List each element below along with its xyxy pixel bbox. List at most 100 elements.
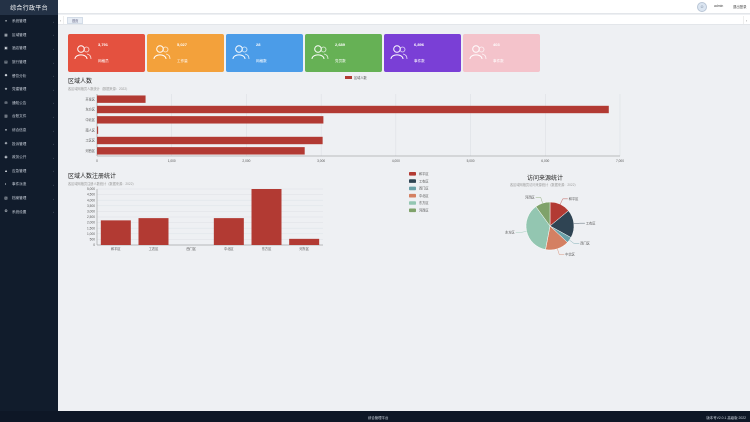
pie-leader-line <box>557 248 565 255</box>
section-title-access-source: 访问来源统计 <box>527 176 564 182</box>
y-category-label: 中北区 <box>85 117 95 122</box>
pie-slice-5 <box>535 201 551 227</box>
emergency-icon: ▲ <box>4 168 8 173</box>
chevron-right-icon: › <box>53 128 54 133</box>
chevron-right-icon: › <box>53 142 54 147</box>
sidebar-item-8[interactable]: ● 综合信息 › <box>0 124 58 138</box>
user-avatar-icon[interactable]: ☺ <box>697 1 707 12</box>
bar-3 <box>213 218 244 245</box>
y-tick-label: 3,500 <box>87 204 95 208</box>
user-group-icon <box>390 45 408 60</box>
stat-card[interactable]: 3,791 网格员 <box>68 34 145 72</box>
y-tick-label: 0 <box>93 243 95 247</box>
tab-prev-icon[interactable]: ‹ <box>58 16 64 24</box>
y-category-label: 工区区 <box>85 139 95 143</box>
sidebar-item-14[interactable]: ⚙ 系统设置 › <box>0 205 58 219</box>
sidebar-item-label: 旅行管理 <box>12 60 27 65</box>
chevron-right-icon: › <box>53 101 54 106</box>
sidebar-item-10[interactable]: ◉ 政务公开 › <box>0 151 58 165</box>
travel-icon: ▤ <box>4 59 8 64</box>
settings-icon: ≡ <box>4 19 8 24</box>
pie-slice-label: 和平区 <box>569 196 579 201</box>
pie-leader-line <box>515 231 527 233</box>
sidebar-item-0[interactable]: ≡ 系统管理 › <box>0 15 58 29</box>
stat-value: 403 <box>493 42 500 47</box>
sidebar-item-11[interactable]: ▲ 应急管理 › <box>0 165 58 179</box>
system-icon: ⚙ <box>4 209 8 214</box>
sidebar-item-label: 政务公开 <box>12 155 27 160</box>
pie-leader-line <box>560 198 568 205</box>
stat-card[interactable]: 28 网格数 <box>226 34 303 72</box>
bar-1 <box>97 105 609 114</box>
stat-card[interactable]: 6,896 事件数 <box>384 34 461 72</box>
stat-label: 党员数 <box>335 59 346 63</box>
sidebar-item-3[interactable]: ▤ 旅行管理 › <box>0 56 58 70</box>
legend-label: 东方区 <box>419 200 429 205</box>
app-logo-title: 综合行政平台 <box>0 0 58 15</box>
pie-slice-4 <box>525 206 551 250</box>
chevron-right-icon: › <box>53 155 54 160</box>
legend-swatch <box>409 193 416 198</box>
x-tick-label: 6,000 <box>541 159 549 163</box>
sidebar-item-label: 投诉管理 <box>12 141 27 146</box>
stat-value: 28 <box>256 42 261 47</box>
stat-label: 工作量 <box>177 59 188 63</box>
chevron-right-icon: › <box>53 33 54 38</box>
footer: 综合管理平台 版本号V2.0.1 高级版 2022 <box>0 411 750 422</box>
x-tick-label: 3,000 <box>317 159 325 163</box>
y-tick-label: 5,000 <box>87 187 95 191</box>
legend-swatch <box>409 201 416 205</box>
sidebar-item-12[interactable]: ◐ 事件派遣 › <box>0 178 58 192</box>
chevron-right-icon: › <box>53 169 54 174</box>
admin-name[interactable]: admin <box>714 4 724 8</box>
legend-label: 和平区 <box>419 171 429 176</box>
sidebar-item-7[interactable]: ▥ 台账文件 › <box>0 110 58 124</box>
legend-label: 中北区 <box>419 193 429 198</box>
sidebar-item-2[interactable]: ▣ 酒店管理 › <box>0 42 58 56</box>
stat-label: 事件数 <box>493 59 504 63</box>
user-group-icon <box>74 45 92 60</box>
sidebar-item-9[interactable]: ◈ 投诉管理 › <box>0 137 58 151</box>
gov-icon: ◉ <box>4 154 8 159</box>
tab-home[interactable]: 首页 <box>67 16 84 24</box>
sidebar-item-label: 档案管理 <box>12 196 27 201</box>
tab-next-icon[interactable]: › <box>743 16 749 24</box>
sidebar-item-5[interactable]: ★ 党建管理 › <box>0 83 58 97</box>
bar-2 <box>97 116 324 124</box>
chevron-right-icon: › <box>53 87 54 92</box>
bar-4 <box>251 189 282 245</box>
sidebar-item-6[interactable]: ✉ 通知公告 › <box>0 97 58 111</box>
sidebar-item-4[interactable]: ◆ 餐饮分析 › <box>0 69 58 83</box>
pie-slice-label: 东方区 <box>505 230 515 235</box>
legend-swatch <box>345 76 352 79</box>
pie-leader-line <box>573 222 585 224</box>
pie-leader-line <box>535 197 543 204</box>
info-icon: ● <box>4 127 8 132</box>
pie-slice-label: 工农区 <box>586 220 596 225</box>
stat-value: 5,027 <box>177 42 188 47</box>
bar-5 <box>289 238 320 245</box>
y-tick-label: 1,000 <box>87 232 95 236</box>
sidebar-item-1[interactable]: ▦ 区域管理 › <box>0 29 58 43</box>
y-category-label: 开发区 <box>85 96 95 101</box>
sidebar-item-label: 台账文件 <box>12 114 27 119</box>
stat-card[interactable]: 2,689 党员数 <box>305 34 382 72</box>
sidebar-item-label: 通知公告 <box>12 100 27 105</box>
archive-icon: ▧ <box>4 195 8 200</box>
hotel-icon: ▣ <box>4 46 8 51</box>
section-subtitle-region-count: 各区域网格员人数统计（数据来源：2022） <box>68 87 130 91</box>
y-category-label: 东方区 <box>85 107 95 112</box>
sidebar-item-13[interactable]: ▧ 档案管理 › <box>0 192 58 206</box>
top-bar: ☺ admin 退出登录 <box>58 0 750 14</box>
chevron-right-icon: › <box>53 196 54 201</box>
sidebar-item-label: 酒店管理 <box>12 46 27 51</box>
y-tick-label: 4,000 <box>87 198 95 202</box>
stat-label: 事件数 <box>414 59 425 63</box>
stat-card[interactable]: 5,027 工作量 <box>147 34 224 72</box>
logout-link[interactable]: 退出登录 <box>733 5 747 9</box>
dispatch-icon: ◐ <box>4 182 8 187</box>
bar-0 <box>97 95 146 103</box>
stat-card[interactable]: 403 事件数 <box>463 34 540 72</box>
ledger-icon: ▥ <box>4 114 8 119</box>
